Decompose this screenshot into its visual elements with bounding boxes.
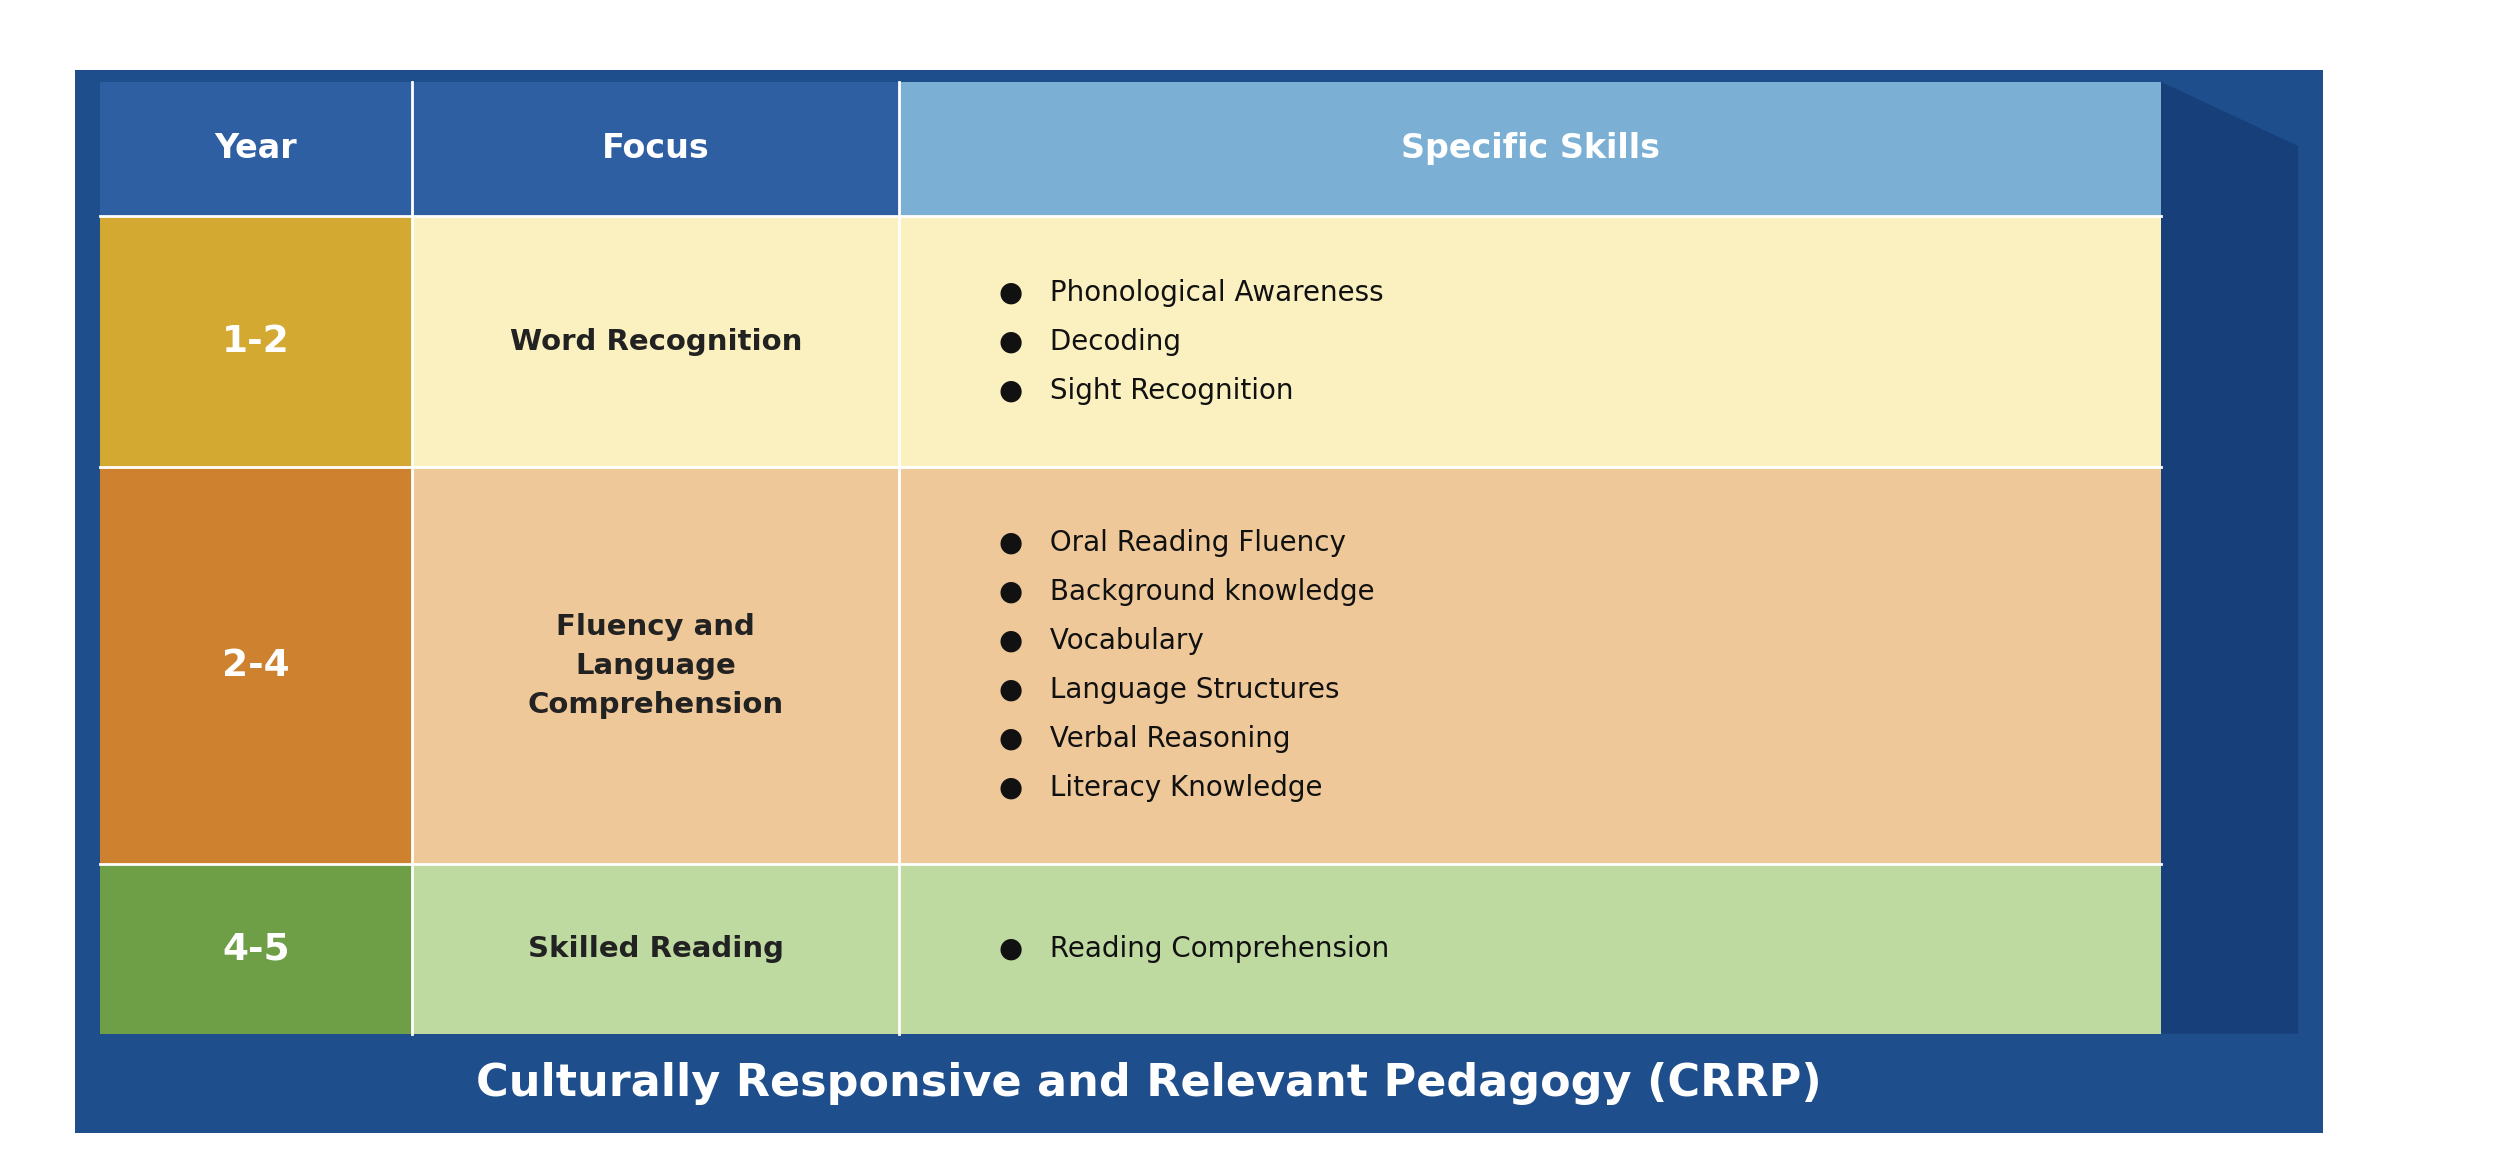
Bar <box>412 467 899 864</box>
Text: 2-4: 2-4 <box>222 648 290 683</box>
Text: ●   Oral Reading Fluency: ● Oral Reading Fluency <box>999 529 1346 557</box>
Text: Specific Skills: Specific Skills <box>1401 132 1659 166</box>
Bar <box>899 467 2161 864</box>
Text: Year: Year <box>215 132 297 166</box>
Bar <box>100 82 412 216</box>
Polygon shape <box>100 1034 2298 1133</box>
Bar <box>412 82 899 216</box>
Text: ●   Reading Comprehension: ● Reading Comprehension <box>999 936 1389 962</box>
Bar <box>100 216 412 467</box>
Bar <box>412 864 899 1034</box>
Text: ●   Phonological Awareness: ● Phonological Awareness <box>999 279 1384 306</box>
Text: ●   Background knowledge: ● Background knowledge <box>999 578 1374 606</box>
Text: Focus: Focus <box>602 132 709 166</box>
Bar <box>100 467 412 864</box>
Bar <box>899 216 2161 467</box>
Text: 4-5: 4-5 <box>222 931 290 967</box>
Text: 1-2: 1-2 <box>222 324 290 360</box>
Text: ●   Language Structures: ● Language Structures <box>999 676 1339 704</box>
Bar <box>100 864 412 1034</box>
Text: Fluency and
Language
Comprehension: Fluency and Language Comprehension <box>527 613 784 718</box>
Bar <box>899 864 2161 1034</box>
Text: ●   Verbal Reasoning: ● Verbal Reasoning <box>999 725 1291 753</box>
Text: ●   Literacy Knowledge: ● Literacy Knowledge <box>999 774 1324 802</box>
Bar <box>412 216 899 467</box>
Text: Skilled Reading: Skilled Reading <box>527 936 784 962</box>
Bar <box>899 82 2161 216</box>
Text: Culturally Responsive and Relevant Pedagogy (CRRP): Culturally Responsive and Relevant Pedag… <box>477 1062 1821 1105</box>
Text: ●   Vocabulary: ● Vocabulary <box>999 627 1204 655</box>
Text: ●   Sight Recognition: ● Sight Recognition <box>999 377 1294 404</box>
Text: Word Recognition: Word Recognition <box>510 328 802 355</box>
Text: ●   Decoding: ● Decoding <box>999 328 1182 355</box>
Polygon shape <box>2161 82 2298 1034</box>
